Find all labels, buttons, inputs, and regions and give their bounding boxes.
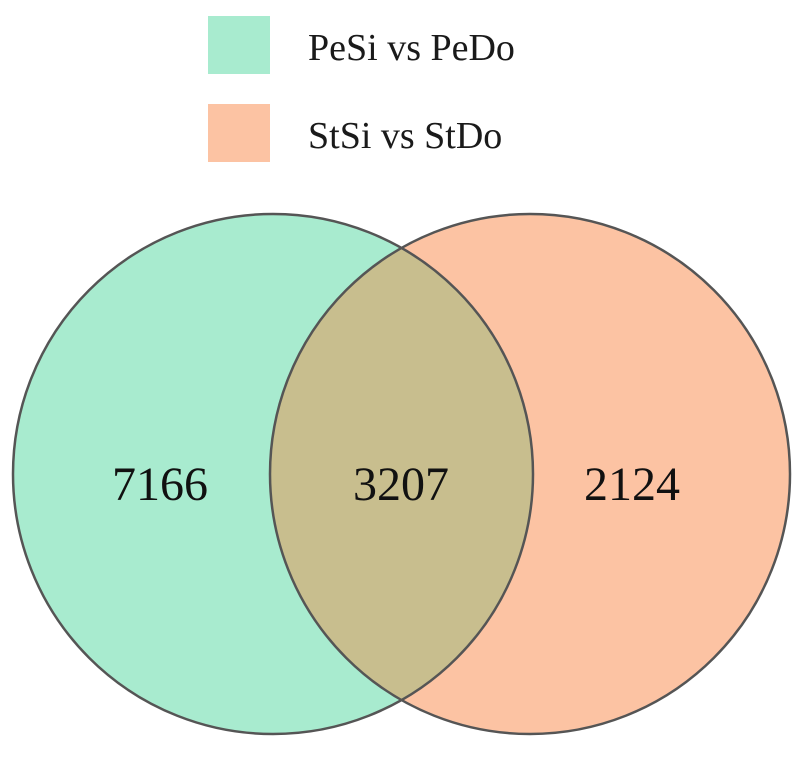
- legend-label-pesi: PeSi vs PeDo: [308, 27, 515, 69]
- legend-swatch-stsi: [208, 104, 270, 162]
- count-stsi-only: 2124: [584, 458, 680, 511]
- legend-label-stsi: StSi vs StDo: [308, 115, 502, 157]
- count-intersection: 3207: [353, 458, 449, 511]
- legend-swatch-pesi: [208, 16, 270, 74]
- venn-counts: 7166 3207 2124: [112, 458, 680, 511]
- count-pesi-only: 7166: [112, 458, 208, 511]
- set-outline-pesi: [11, 212, 535, 736]
- venn-circles: [11, 212, 792, 736]
- intersection-region: [270, 214, 533, 734]
- legend: PeSi vs PeDo StSi vs StDo: [208, 16, 515, 162]
- set-outline-stsi: [268, 212, 792, 736]
